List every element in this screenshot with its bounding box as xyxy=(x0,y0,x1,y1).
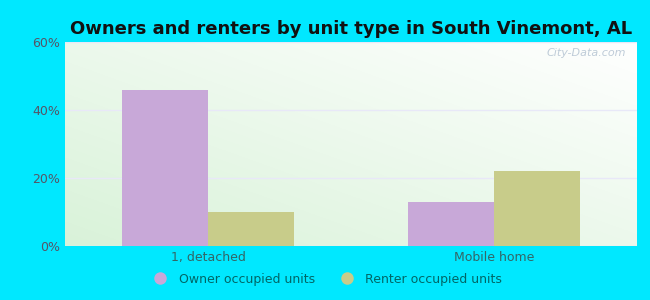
Text: City-Data.com: City-Data.com xyxy=(546,48,625,58)
Title: Owners and renters by unit type in South Vinemont, AL: Owners and renters by unit type in South… xyxy=(70,20,632,38)
Bar xyxy=(122,90,208,246)
Bar xyxy=(408,202,494,246)
Bar xyxy=(208,212,294,246)
Legend: Owner occupied units, Renter occupied units: Owner occupied units, Renter occupied un… xyxy=(143,268,507,291)
Bar xyxy=(494,171,580,246)
